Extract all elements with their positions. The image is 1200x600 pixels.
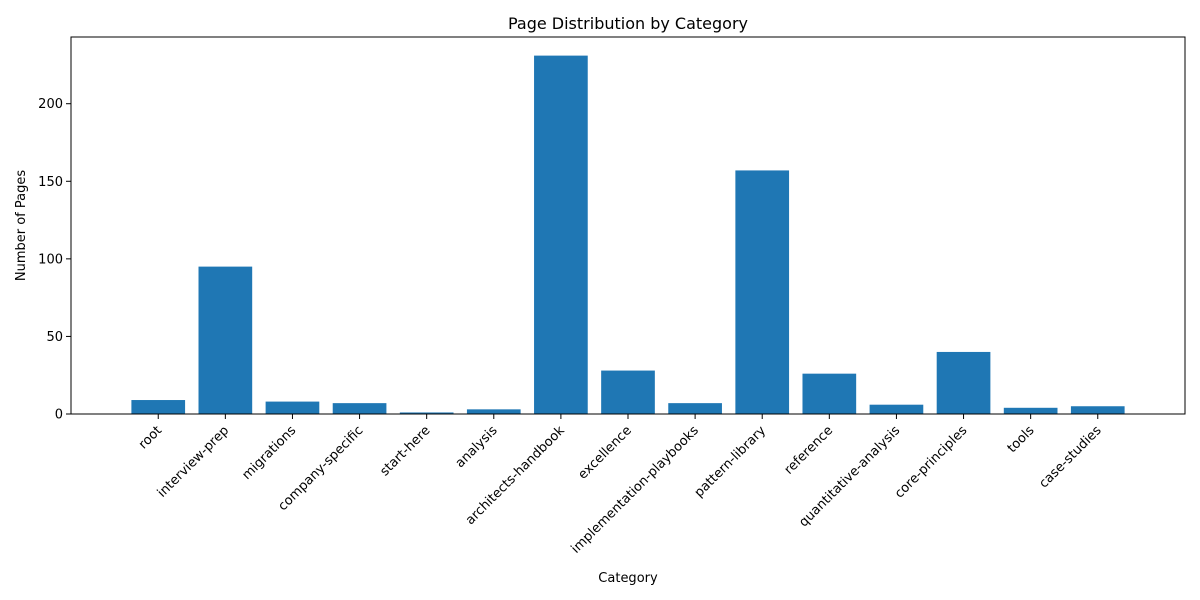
bar-case-studies [1070, 406, 1125, 414]
x-tick-label: reference [782, 423, 837, 478]
y-tick-label: 200 [38, 97, 63, 112]
x-tick-label: migrations [240, 423, 300, 483]
bars-group [131, 55, 1125, 415]
bar-reference [802, 373, 857, 414]
y-tick-label: 50 [46, 330, 63, 345]
x-tick-label: implementation-playbooks [569, 423, 703, 557]
x-tick-label: excellence [575, 423, 634, 482]
bar-excellence [601, 370, 655, 414]
bar-tools [1003, 407, 1058, 414]
x-axis-label: Category [598, 571, 658, 586]
bar-start-here [399, 412, 454, 414]
x-tick-label: tools [1005, 423, 1038, 456]
bar-architects-handbook [534, 55, 588, 415]
y-tick-label: 0 [55, 408, 63, 423]
bar-interview-prep [198, 266, 253, 414]
x-tick-label: pattern-library [692, 423, 769, 500]
bar-company-specific [332, 403, 387, 414]
x-tick-label: core-principles [892, 423, 970, 501]
bar-implementation-playbooks [668, 403, 722, 414]
y-axis: 0 50 100 150 200 [38, 97, 71, 423]
bar-core-principles [936, 351, 991, 414]
bar-pattern-library [735, 170, 790, 414]
bar-quantitative-analysis [869, 404, 924, 414]
x-tick-label: analysis [453, 423, 501, 471]
x-tick-label: interview-prep [155, 423, 232, 500]
x-tick-label: case-studies [1036, 423, 1104, 491]
bar-migrations [265, 401, 320, 414]
x-tick-label: root [136, 423, 165, 452]
bar-root [131, 400, 186, 414]
y-tick-label: 150 [38, 175, 63, 190]
chart-title: Page Distribution by Category [508, 14, 748, 33]
y-tick-label: 100 [38, 252, 63, 267]
y-axis-label: Number of Pages [14, 170, 29, 281]
bar-analysis [466, 409, 521, 414]
plot-frame [70, 36, 1186, 415]
x-tick-label: start-here [377, 423, 433, 479]
